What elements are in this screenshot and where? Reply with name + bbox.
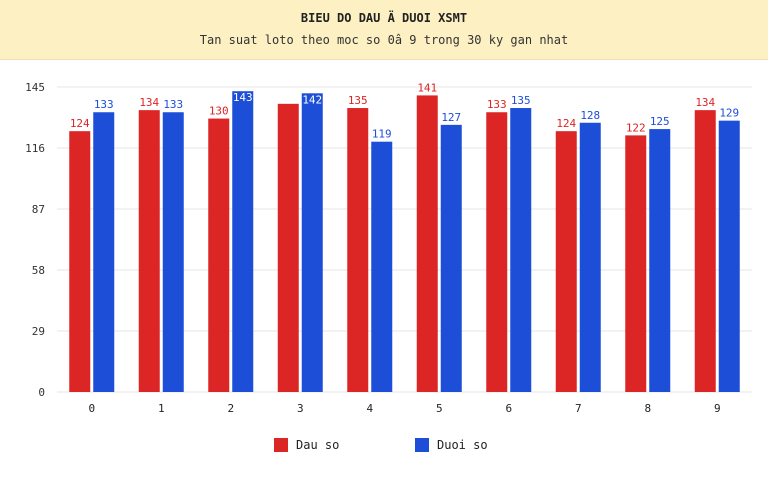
chart-title: BIEU DO DAU Ä DUOI XSMT xyxy=(300,11,468,25)
data-label: 129 xyxy=(719,107,739,120)
bar-duoi xyxy=(718,120,740,392)
bar-dau xyxy=(69,131,91,392)
legend-swatch-duoi xyxy=(415,438,429,452)
y-tick-label: 116 xyxy=(25,142,45,155)
data-label: 141 xyxy=(417,81,437,94)
chart-subtitle: Tan suat loto theo moc so 0â 9 trong 30 … xyxy=(199,33,569,47)
data-label: 128 xyxy=(580,109,600,122)
bar-duoi xyxy=(579,122,601,393)
bar-duoi xyxy=(93,112,115,392)
bar-dau xyxy=(138,110,160,392)
x-tick-label: 3 xyxy=(297,402,304,415)
data-label: 142 xyxy=(302,93,322,106)
y-tick-label: 0 xyxy=(38,386,45,399)
bar-duoi xyxy=(232,91,254,392)
bar-dau xyxy=(277,103,299,393)
bar-duoi xyxy=(649,129,671,392)
data-label: 130 xyxy=(209,105,229,118)
data-label: 135 xyxy=(511,94,531,107)
data-label: 134 xyxy=(139,96,159,109)
legend-label-duoi: Duoi so xyxy=(437,438,488,452)
chart-header: BIEU DO DAU Ä DUOI XSMT Tan suat loto th… xyxy=(0,0,768,60)
legend-item-duoi[interactable]: Duoi so xyxy=(415,437,488,453)
data-label: 122 xyxy=(626,121,646,134)
x-tick-label: 6 xyxy=(505,402,512,415)
x-tick-label: 2 xyxy=(227,402,234,415)
bar-duoi xyxy=(440,124,462,393)
bar-dau xyxy=(625,135,647,392)
x-tick-label: 4 xyxy=(366,402,373,415)
bar-dau xyxy=(208,118,230,392)
data-label: 134 xyxy=(695,96,715,109)
bar-dau xyxy=(416,95,438,392)
data-label: 124 xyxy=(70,117,90,130)
data-label: 127 xyxy=(441,111,461,124)
y-tick-label: 87 xyxy=(32,203,45,216)
data-label: 143 xyxy=(233,91,253,104)
x-tick-label: 1 xyxy=(158,402,165,415)
data-label: 135 xyxy=(348,94,368,107)
bar-dau xyxy=(486,112,508,392)
bar-dau xyxy=(347,108,369,392)
x-tick-label: 7 xyxy=(575,402,582,415)
y-tick-label: 29 xyxy=(32,325,45,338)
y-tick-label: 145 xyxy=(25,81,45,94)
bar-dau xyxy=(555,131,577,392)
x-tick-label: 5 xyxy=(436,402,443,415)
legend-label-dau: Dau so xyxy=(296,438,340,452)
y-tick-label: 58 xyxy=(32,264,45,277)
data-label: 119 xyxy=(372,128,392,141)
bar-duoi xyxy=(371,141,393,392)
data-label: 133 xyxy=(94,98,114,111)
bar-duoi xyxy=(162,112,184,392)
legend-swatch-dau xyxy=(274,438,288,452)
x-tick-label: 9 xyxy=(714,402,721,415)
data-label: 124 xyxy=(556,117,576,130)
data-label: 133 xyxy=(487,98,507,111)
data-label: 133 xyxy=(163,98,183,111)
bar-duoi xyxy=(510,108,532,392)
x-tick-label: 0 xyxy=(88,402,95,415)
bar-duoi xyxy=(301,93,323,392)
bar-dau xyxy=(694,110,716,392)
legend-item-dau[interactable]: Dau so xyxy=(274,437,339,453)
x-tick-label: 8 xyxy=(644,402,651,415)
data-label: 125 xyxy=(650,115,670,128)
